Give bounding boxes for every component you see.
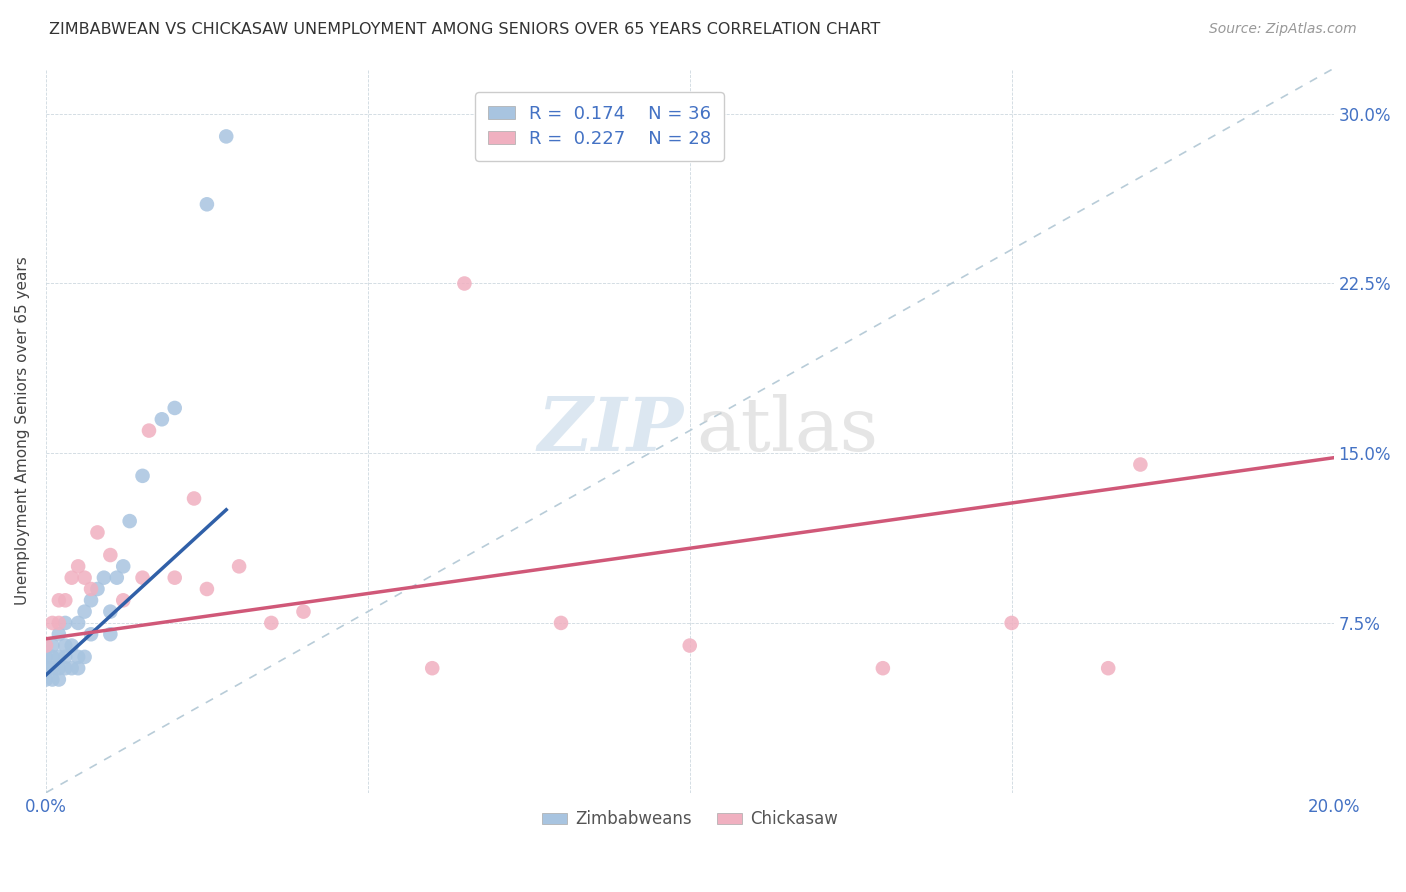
Y-axis label: Unemployment Among Seniors over 65 years: Unemployment Among Seniors over 65 years xyxy=(15,256,30,605)
Point xyxy=(118,514,141,528)
Point xyxy=(35,673,58,687)
Point xyxy=(48,593,70,607)
Point xyxy=(80,593,103,607)
Point xyxy=(228,559,250,574)
Point xyxy=(138,424,160,438)
Point xyxy=(60,661,83,675)
Point xyxy=(67,661,90,675)
Point xyxy=(86,582,108,596)
Point xyxy=(60,639,83,653)
Point xyxy=(1097,661,1119,675)
Point xyxy=(93,571,115,585)
Point xyxy=(53,639,76,653)
Point xyxy=(112,593,135,607)
Point xyxy=(35,639,58,653)
Legend: Zimbabweans, Chickasaw: Zimbabweans, Chickasaw xyxy=(536,804,845,835)
Point xyxy=(550,615,572,630)
Point xyxy=(112,559,135,574)
Point xyxy=(292,605,315,619)
Point xyxy=(60,571,83,585)
Point xyxy=(80,582,103,596)
Point xyxy=(195,197,218,211)
Point xyxy=(98,605,121,619)
Point xyxy=(150,412,173,426)
Point xyxy=(163,401,186,415)
Point xyxy=(163,571,186,585)
Point xyxy=(67,649,90,664)
Point xyxy=(453,277,475,291)
Point xyxy=(53,649,76,664)
Point xyxy=(73,605,96,619)
Point xyxy=(41,615,63,630)
Point xyxy=(48,627,70,641)
Point xyxy=(41,639,63,653)
Point xyxy=(420,661,443,675)
Point xyxy=(215,129,238,144)
Text: atlas: atlas xyxy=(696,394,879,467)
Point xyxy=(41,649,63,664)
Point xyxy=(53,661,76,675)
Point xyxy=(48,661,70,675)
Point xyxy=(41,661,63,675)
Point xyxy=(98,548,121,562)
Point xyxy=(48,615,70,630)
Text: Source: ZipAtlas.com: Source: ZipAtlas.com xyxy=(1209,22,1357,37)
Point xyxy=(183,491,205,506)
Point xyxy=(872,661,894,675)
Point xyxy=(73,571,96,585)
Point xyxy=(48,649,70,664)
Text: ZIP: ZIP xyxy=(537,394,683,467)
Point xyxy=(131,571,153,585)
Point xyxy=(1001,615,1024,630)
Point xyxy=(98,627,121,641)
Point xyxy=(73,649,96,664)
Point xyxy=(67,559,90,574)
Point xyxy=(35,649,58,664)
Point xyxy=(80,627,103,641)
Point xyxy=(35,661,58,675)
Point xyxy=(195,582,218,596)
Point xyxy=(679,639,702,653)
Point xyxy=(53,593,76,607)
Text: ZIMBABWEAN VS CHICKASAW UNEMPLOYMENT AMONG SENIORS OVER 65 YEARS CORRELATION CHA: ZIMBABWEAN VS CHICKASAW UNEMPLOYMENT AMO… xyxy=(49,22,880,37)
Point xyxy=(53,615,76,630)
Point xyxy=(131,468,153,483)
Point xyxy=(105,571,128,585)
Point xyxy=(67,615,90,630)
Point xyxy=(260,615,283,630)
Point xyxy=(48,673,70,687)
Point xyxy=(86,525,108,540)
Point xyxy=(1129,458,1152,472)
Point xyxy=(41,673,63,687)
